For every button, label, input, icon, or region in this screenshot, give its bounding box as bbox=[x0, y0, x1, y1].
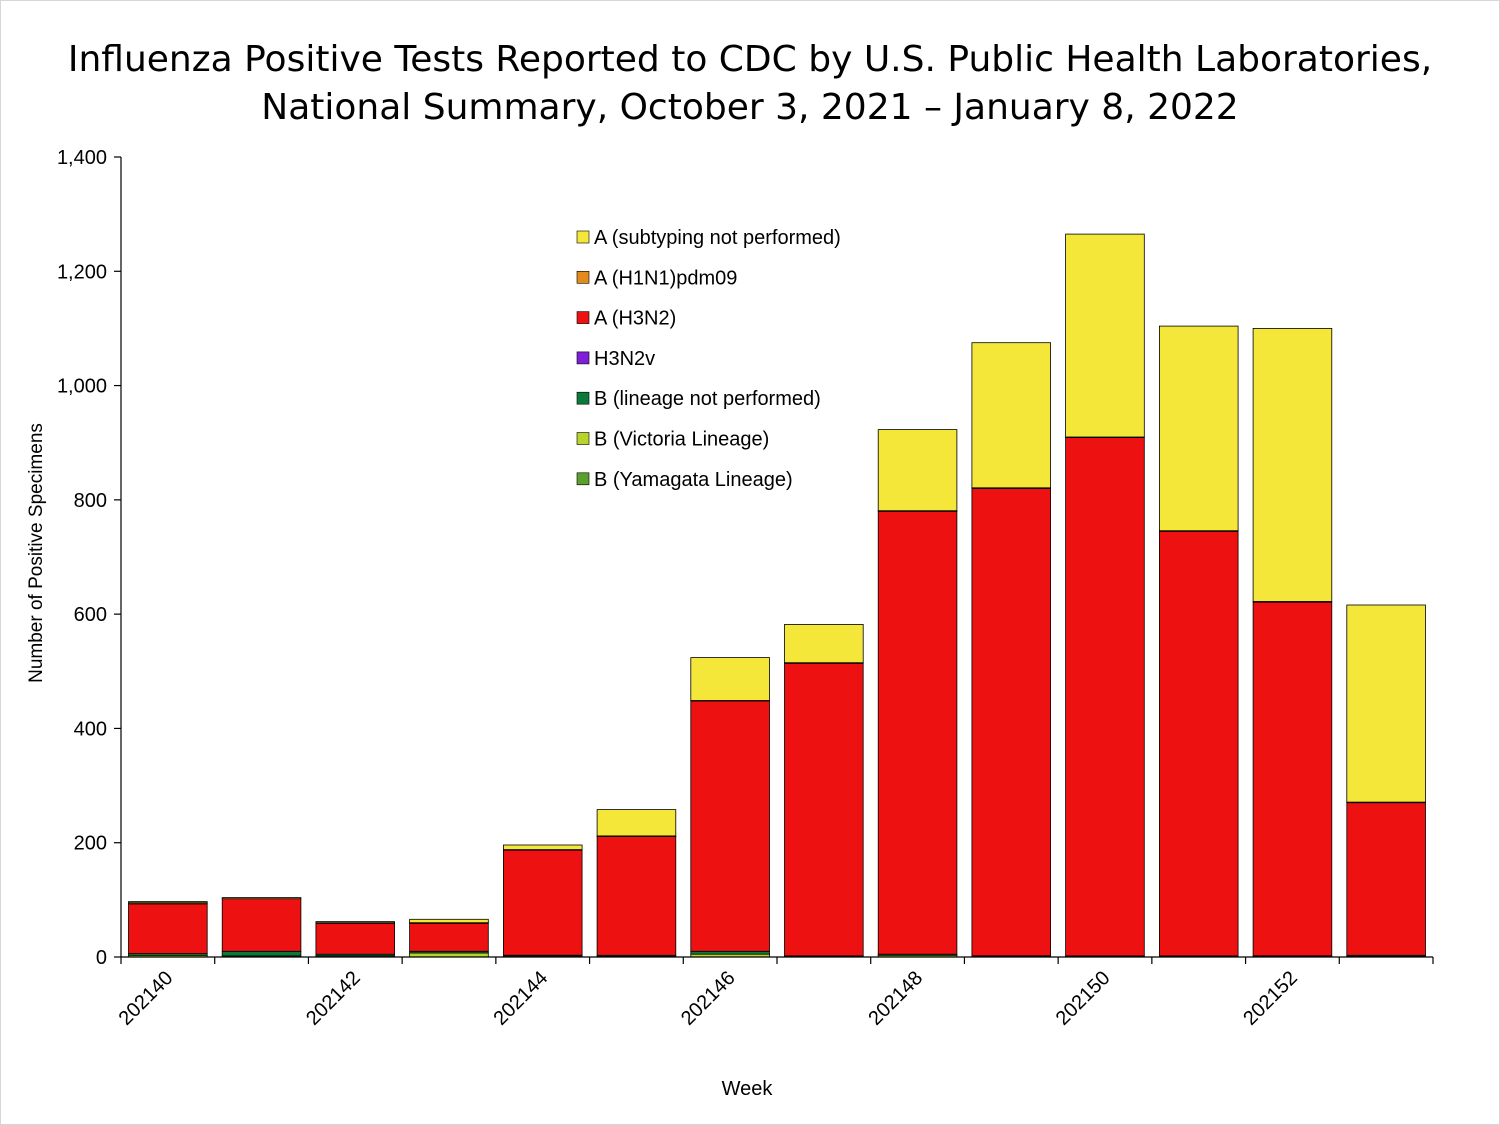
bar-202144-series-6 bbox=[502, 844, 583, 850]
y-tick-label-600: 600 bbox=[74, 604, 107, 626]
legend-swatch-5 bbox=[576, 432, 590, 445]
x-tick-label-202146: 202146 bbox=[677, 967, 740, 1030]
bar-202142-series-6 bbox=[315, 921, 395, 924]
x-axis-label: Week bbox=[721, 1078, 773, 1100]
bar-202149-series-6 bbox=[971, 342, 1052, 489]
chart-title: Influenza Positive Tests Reported to CDC… bbox=[0, 36, 1500, 132]
x-tick-label-202140: 202140 bbox=[115, 967, 178, 1030]
legend-swatch-4 bbox=[576, 391, 590, 405]
legend-swatch-3 bbox=[576, 351, 590, 365]
x-tick-label-202148: 202148 bbox=[864, 967, 927, 1030]
y-tick-label-1400: 1,400 bbox=[57, 147, 107, 169]
legend-label-1: A (H1N1)pdm09 bbox=[594, 267, 737, 289]
chart-title-line-1: Influenza Positive Tests Reported to CDC… bbox=[67, 39, 1433, 80]
bar-202143-series-6 bbox=[409, 918, 489, 924]
x-tick-label-202152: 202152 bbox=[1239, 967, 1302, 1030]
legend-swatch-0 bbox=[576, 230, 590, 244]
y-tick-label-400: 400 bbox=[74, 718, 107, 740]
chart-title-line-2: National Summary, October 3, 2021 – Janu… bbox=[261, 87, 1239, 128]
bar-202151-series-4 bbox=[1159, 530, 1239, 957]
legend-label-0: A (subtyping not performed) bbox=[594, 227, 841, 249]
bar-202152-series-6 bbox=[1252, 327, 1333, 602]
bar-202147-series-6 bbox=[784, 624, 864, 664]
bar-202141-series-6 bbox=[221, 897, 302, 900]
bar-202142-series-4 bbox=[315, 922, 395, 955]
legend: A (subtyping not performed) A (H1N1)pdm09… bbox=[576, 227, 841, 491]
bar-202143-series-4 bbox=[409, 922, 489, 952]
y-tick-label-0: 0 bbox=[96, 947, 107, 969]
bar-202152-series-4 bbox=[1252, 601, 1333, 957]
bar-202149-series-4 bbox=[971, 487, 1052, 957]
x-tick-label-202142: 202142 bbox=[302, 967, 365, 1030]
legend-swatch-6 bbox=[576, 472, 590, 486]
bar-202146-series-2 bbox=[690, 950, 770, 955]
y-tick-label-1200: 1,200 bbox=[57, 261, 107, 283]
y-tick-label-200: 200 bbox=[74, 833, 107, 855]
legend-swatch-1 bbox=[576, 270, 590, 284]
x-tick-label-202150: 202150 bbox=[1052, 967, 1115, 1030]
bar-202145-series-4 bbox=[596, 836, 677, 956]
bar-202201-series-4 bbox=[1346, 802, 1426, 956]
bar-202140-series-4 bbox=[128, 903, 208, 955]
legend-label-2: A (H3N2) bbox=[594, 308, 676, 330]
bar-202148-series-6 bbox=[877, 429, 958, 512]
bar-202148-series-4 bbox=[877, 510, 958, 955]
y-tick-label-800: 800 bbox=[74, 490, 107, 512]
bar-202150-series-4 bbox=[1065, 437, 1145, 957]
x-tick-label-202144: 202144 bbox=[489, 967, 552, 1030]
legend-label-6: B (Yamagata Lineage) bbox=[594, 469, 793, 491]
y-tick-label-1000: 1,000 bbox=[57, 376, 107, 398]
bar-202140-series-6 bbox=[128, 901, 208, 904]
bar-202145-series-6 bbox=[596, 809, 677, 837]
bars-layer bbox=[128, 233, 1426, 958]
bar-202147-series-4 bbox=[784, 662, 864, 957]
legend-swatch-2 bbox=[576, 311, 590, 324]
bar-202150-series-6 bbox=[1065, 233, 1145, 438]
legend-label-3: H3N2v bbox=[594, 348, 655, 370]
bar-202146-series-6 bbox=[690, 657, 770, 701]
bar-202144-series-4 bbox=[502, 849, 583, 956]
bar-202141-series-4 bbox=[221, 898, 302, 952]
legend-label-5: B (Victoria Lineage) bbox=[594, 429, 769, 451]
bar-202151-series-6 bbox=[1159, 325, 1239, 532]
legend-label-4: B (lineage not performed) bbox=[594, 388, 821, 410]
bar-202141-series-2 bbox=[221, 950, 302, 957]
bar-202201-series-6 bbox=[1346, 604, 1426, 803]
bar-202146-series-4 bbox=[690, 700, 770, 952]
